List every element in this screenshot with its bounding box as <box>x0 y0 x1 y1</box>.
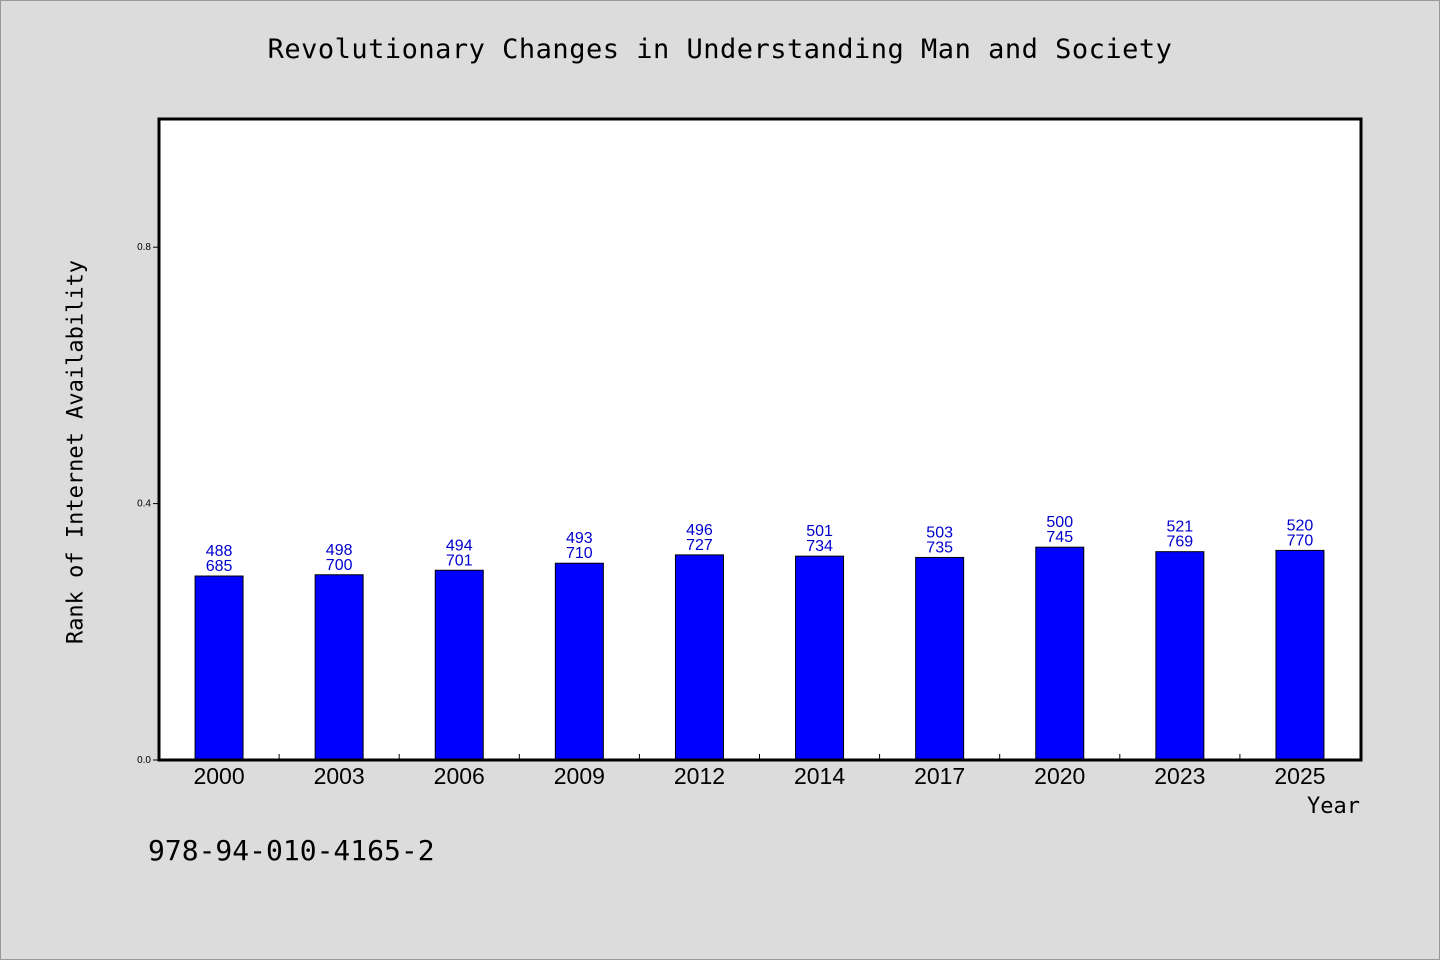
bar-2003 <box>314 574 364 761</box>
bar-2025 <box>1275 549 1325 761</box>
y-tick-label: 0.0 <box>137 755 151 766</box>
y-tick-label: 0.8 <box>137 242 151 253</box>
bar-2014 <box>795 555 845 761</box>
bar-2023 <box>1155 551 1205 761</box>
bar-2006 <box>434 569 484 761</box>
bar-2012 <box>674 554 724 761</box>
plot-border <box>157 117 1363 762</box>
x-tick-label: 2003 <box>314 763 365 789</box>
bar-label-top: 501 <box>806 523 833 540</box>
chart-title: Revolutionary Changes in Understanding M… <box>267 34 1173 65</box>
x-axis-ticks: 2000 2003 2006 2009 2012 2014 2017 2020 2023 2025 <box>193 754 1326 789</box>
x-tick-label: 2020 <box>1034 763 1085 789</box>
bar-label-bottom: 701 <box>446 552 473 569</box>
x-axis-label: Year <box>1307 794 1360 819</box>
bar-label-bottom: 769 <box>1166 534 1193 551</box>
bar-label-bottom: 727 <box>686 537 713 554</box>
bar-label-bottom: 734 <box>806 538 833 555</box>
bar-label-top: 498 <box>326 542 353 559</box>
bar-2009 <box>554 562 604 761</box>
bar-label-bottom: 685 <box>206 558 233 575</box>
bar-label-top: 500 <box>1046 514 1073 531</box>
bar-2020 <box>1035 546 1085 761</box>
x-tick-label: 2000 <box>193 763 244 789</box>
bar-label-top: 493 <box>566 530 593 547</box>
bar-2000 <box>194 575 244 761</box>
x-tick-label: 2009 <box>554 763 605 789</box>
y-tick-label: 0.4 <box>137 499 151 510</box>
x-tick-label: 2006 <box>434 763 485 789</box>
bar-label-bottom: 735 <box>926 539 953 556</box>
x-tick-label: 2025 <box>1274 763 1325 789</box>
bar-label-top: 503 <box>926 524 953 541</box>
bar-label-bottom: 770 <box>1287 532 1314 549</box>
bar-label-bottom: 710 <box>566 545 593 562</box>
bar-label-top: 488 <box>206 543 233 560</box>
bar-label-bottom: 745 <box>1046 529 1073 546</box>
bar-value-labels: 4886854987004947014937104967275017345037… <box>206 514 1314 575</box>
bar-label-top: 521 <box>1166 519 1193 536</box>
bar-label-top: 494 <box>446 537 473 554</box>
bar-label-bottom: 700 <box>326 557 353 574</box>
bar-label-top: 520 <box>1287 517 1314 534</box>
isbn-text: 978-94-010-4165-2 <box>148 834 435 867</box>
bars <box>194 546 1325 761</box>
bar-2017 <box>915 556 965 761</box>
y-axis-ticks: 0.0 0.4 0.8 <box>137 242 159 766</box>
bar-label-top: 496 <box>686 522 713 539</box>
x-tick-label: 2017 <box>914 763 965 789</box>
x-tick-label: 2014 <box>794 763 845 789</box>
x-tick-label: 2023 <box>1154 763 1205 789</box>
x-tick-label: 2012 <box>674 763 725 789</box>
